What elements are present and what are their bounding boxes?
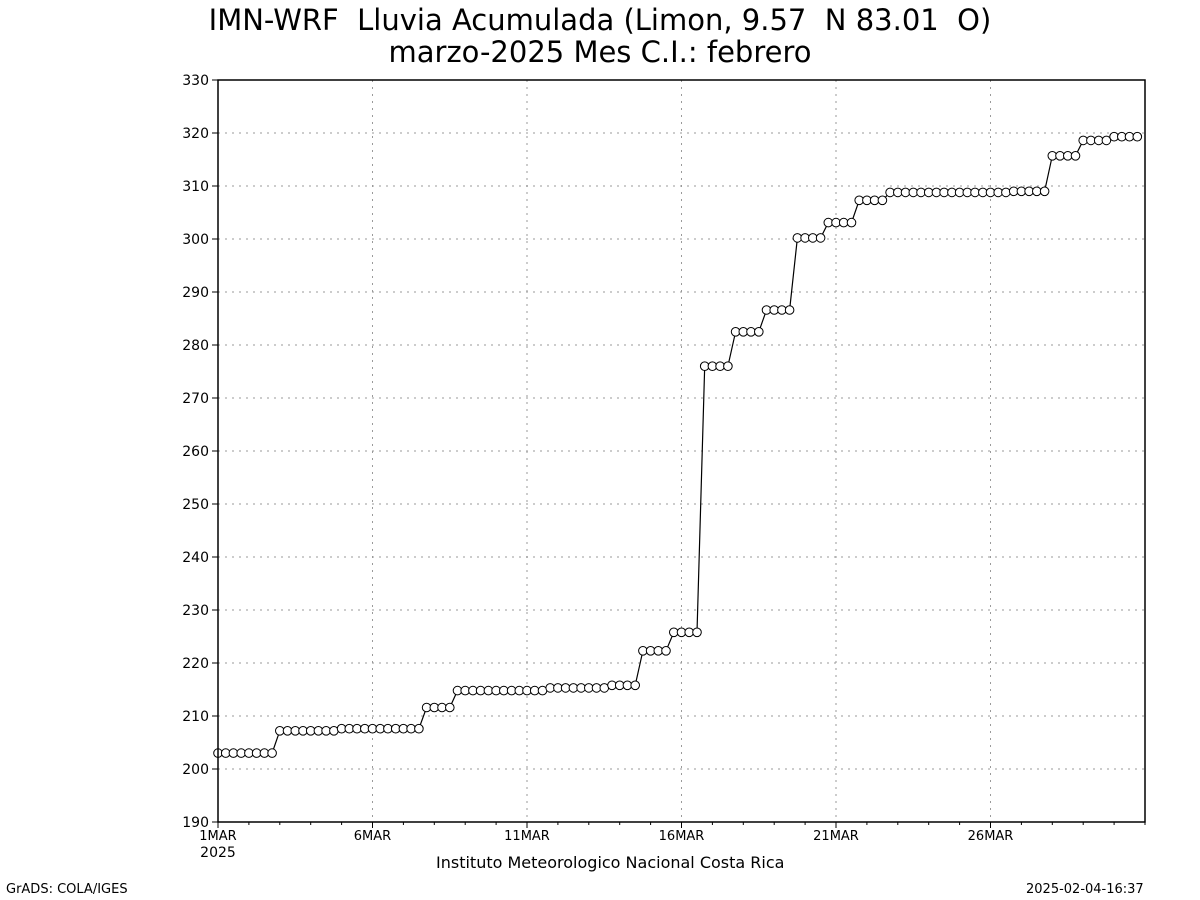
x-tick-label: 1MAR bbox=[199, 829, 236, 844]
y-tick-label: 300 bbox=[182, 232, 209, 248]
chart-subtitle: marzo-2025 Mes C.I.: febrero bbox=[388, 35, 812, 69]
data-point bbox=[877, 195, 888, 206]
series-line bbox=[218, 136, 1138, 754]
y-tick-label: 220 bbox=[182, 656, 209, 672]
x-tick-label: 16MAR bbox=[659, 829, 705, 844]
data-point bbox=[445, 702, 455, 713]
timestamp-label: 2025-02-04-16:37 bbox=[1026, 882, 1144, 897]
data-point bbox=[414, 723, 424, 734]
data-point bbox=[723, 361, 733, 372]
data-point bbox=[692, 627, 702, 638]
y-tick-label: 190 bbox=[182, 815, 209, 831]
chart-title: IMN-WRF Lluvia Acumulada (Limon, 9.57 N … bbox=[208, 3, 992, 37]
y-tick-label: 290 bbox=[182, 285, 209, 301]
y-tick-label: 250 bbox=[182, 497, 209, 513]
x-tick-sublabel: 2025 bbox=[200, 845, 236, 861]
series-rainfall bbox=[213, 131, 1143, 758]
y-tick-label: 280 bbox=[182, 338, 209, 354]
x-tick-label: 6MAR bbox=[354, 829, 391, 844]
grid-lines bbox=[218, 80, 1145, 822]
data-point bbox=[846, 217, 857, 228]
y-tick-label: 310 bbox=[182, 179, 209, 195]
axes: 190 200 210 220 230 240 250 260 270 280 290 300 310 3… bbox=[182, 73, 1146, 861]
y-tick-label: 270 bbox=[182, 391, 209, 407]
y-tick-label: 320 bbox=[182, 126, 209, 142]
data-point bbox=[1039, 186, 1050, 197]
data-point bbox=[1101, 135, 1112, 146]
y-tick-label: 330 bbox=[182, 73, 209, 89]
x-tick-label: 11MAR bbox=[504, 829, 550, 844]
data-point bbox=[1070, 151, 1081, 161]
data-point bbox=[1001, 187, 1011, 198]
y-tick-label: 240 bbox=[182, 550, 209, 566]
data-point bbox=[267, 748, 277, 758]
y-tick-label: 260 bbox=[182, 444, 209, 460]
y-tick-label: 210 bbox=[182, 709, 209, 725]
data-point bbox=[1132, 131, 1143, 142]
data-point bbox=[630, 680, 641, 691]
y-tick-label: 230 bbox=[182, 603, 209, 619]
credit-label: Instituto Meteorologico Nacional Costa R… bbox=[436, 853, 785, 872]
data-point bbox=[661, 646, 671, 656]
software-label: GrADS: COLA/IGES bbox=[6, 882, 128, 897]
data-point bbox=[784, 305, 795, 315]
x-tick-label: 26MAR bbox=[968, 829, 1014, 844]
data-point bbox=[815, 233, 826, 243]
y-tick-label: 200 bbox=[182, 762, 209, 778]
data-point bbox=[754, 327, 764, 337]
x-tick-label: 21MAR bbox=[813, 829, 859, 844]
